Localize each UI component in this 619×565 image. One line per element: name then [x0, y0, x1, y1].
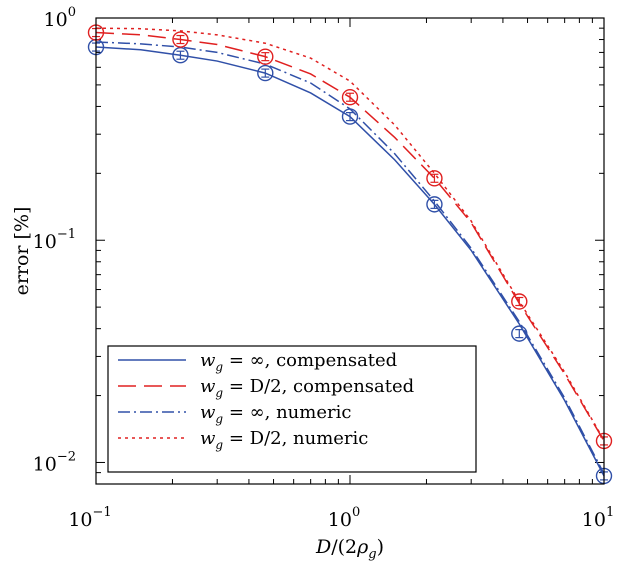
x-tick-label: 101 — [582, 505, 614, 531]
y-tick-label: 10−1 — [33, 227, 76, 253]
x-tick-labels: 10−1 100 101 — [68, 505, 614, 531]
x-axis-label: D/(2ρg) — [315, 536, 384, 562]
legend-label-4: wg = D/2, numeric — [200, 428, 368, 452]
y-axis-label: error [%] — [11, 207, 33, 296]
legend-label-3: wg = ∞, numeric — [200, 402, 351, 426]
data-point-marker — [426, 170, 443, 187]
plot-frame — [95, 17, 605, 485]
data-point-marker — [511, 293, 528, 310]
data-point-marker — [511, 325, 528, 342]
data-point-marker — [172, 31, 189, 48]
legend-label-2: wg = D/2, compensated — [200, 376, 414, 400]
data-point-marker — [426, 196, 443, 213]
y-tick-labels: 10−2 10−1 100 — [33, 5, 76, 475]
data-point-marker — [257, 64, 274, 82]
axis-ticks — [95, 18, 604, 485]
legend-box — [107, 345, 477, 473]
legend-label-1: wg = ∞, compensated — [200, 350, 397, 374]
data-point-marker — [341, 89, 359, 106]
series-line-4 — [95, 27, 605, 441]
x-tick-label: 10−1 — [68, 505, 111, 531]
data-point-marker — [341, 108, 359, 125]
y-tick-label: 10−2 — [33, 449, 76, 475]
data-point-marker — [257, 48, 274, 65]
x-tick-label: 100 — [328, 505, 360, 531]
y-tick-label: 100 — [44, 5, 76, 31]
